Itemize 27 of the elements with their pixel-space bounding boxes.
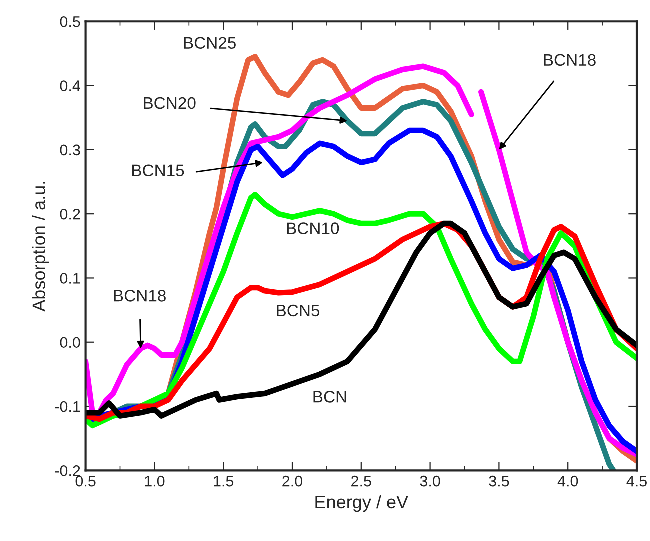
series-label: BCN bbox=[314, 391, 346, 403]
y-tick-label: -0.1 bbox=[55, 401, 80, 412]
y-tick-label: 0.1 bbox=[60, 273, 80, 284]
annotation: BCN18 bbox=[114, 290, 166, 302]
y-tick-label: -0.2 bbox=[55, 466, 80, 476]
annotation: BCN15 bbox=[132, 164, 184, 177]
y-tick-label: 0.0 bbox=[60, 337, 80, 348]
y-tick-label: 0.2 bbox=[60, 208, 80, 220]
x-tick-label: 3.5 bbox=[489, 476, 510, 487]
x-axis-title: Energy / eV bbox=[316, 495, 408, 512]
x-tick-label: 1.0 bbox=[145, 476, 165, 487]
y-tick-label: 0.5 bbox=[60, 16, 80, 28]
x-tick-label: 4.5 bbox=[626, 476, 647, 487]
annotation: BCN20 bbox=[144, 97, 196, 110]
x-tick-label: 2.0 bbox=[282, 476, 303, 487]
y-axis-title: Absorption / a.u. bbox=[32, 182, 50, 312]
x-tick-label: 4.0 bbox=[558, 476, 578, 487]
series-label: BCN5 bbox=[277, 304, 320, 317]
y-tick-label: 0.4 bbox=[60, 80, 80, 92]
x-tick-label: 0.5 bbox=[76, 476, 96, 487]
x-tick-label: 1.5 bbox=[214, 476, 234, 487]
y-tick-label: 0.3 bbox=[60, 144, 80, 156]
x-tick-label: 2.5 bbox=[352, 476, 372, 487]
series-label: BCN10 bbox=[287, 222, 340, 234]
series-label: BCN25 bbox=[184, 37, 236, 50]
x-tick-label: 3.0 bbox=[420, 476, 440, 487]
annotation: BCN18 bbox=[544, 54, 596, 66]
